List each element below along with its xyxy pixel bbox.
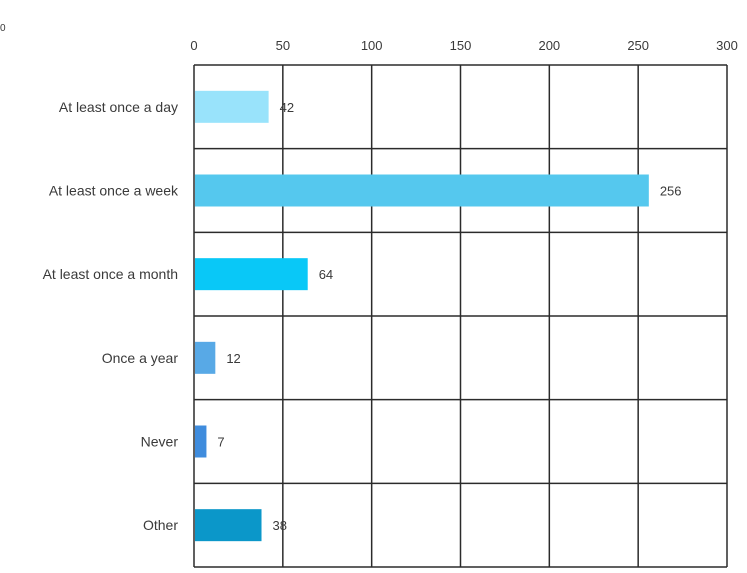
category-label-at-least-once-a-week: At least once a week	[49, 183, 179, 199]
category-label-never: Never	[141, 434, 179, 450]
x-tick-labels: 0 50 100 150 200 250 300	[190, 38, 737, 53]
category-label-once-a-year: Once a year	[102, 350, 179, 366]
value-label-at-least-once-a-month: 64	[319, 267, 333, 282]
bar-never	[195, 425, 207, 458]
value-label-once-a-year: 12	[226, 351, 240, 366]
x-tick-label-300: 300	[716, 38, 738, 53]
bar-other	[195, 509, 262, 542]
bar-once-a-year	[195, 341, 216, 374]
category-label-at-least-once-a-month: At least once a month	[43, 266, 178, 282]
x-tick-label-0: 0	[190, 38, 197, 53]
x-tick-label-250: 250	[627, 38, 649, 53]
x-tick-label-200: 200	[538, 38, 560, 53]
category-labels: At least once a day At least once a week A…	[43, 99, 179, 533]
bars	[195, 90, 649, 542]
grid	[193, 64, 728, 568]
bar-at-least-once-a-month	[195, 258, 308, 291]
category-label-at-least-once-a-day: At least once a day	[59, 99, 178, 115]
value-labels: 42 256 64 12 7 38	[217, 100, 681, 533]
corner-mark: 0	[0, 23, 6, 34]
value-label-at-least-once-a-week: 256	[660, 184, 682, 199]
value-label-never: 7	[217, 435, 224, 450]
x-tick-label-50: 50	[276, 38, 290, 53]
category-label-other: Other	[143, 517, 178, 533]
bar-at-least-once-a-day	[195, 90, 269, 123]
x-tick-label-100: 100	[361, 38, 383, 53]
x-tick-label-150: 150	[450, 38, 472, 53]
value-label-at-least-once-a-day: 42	[280, 100, 294, 115]
value-label-other: 38	[273, 518, 287, 533]
bar-at-least-once-a-week	[195, 174, 649, 207]
